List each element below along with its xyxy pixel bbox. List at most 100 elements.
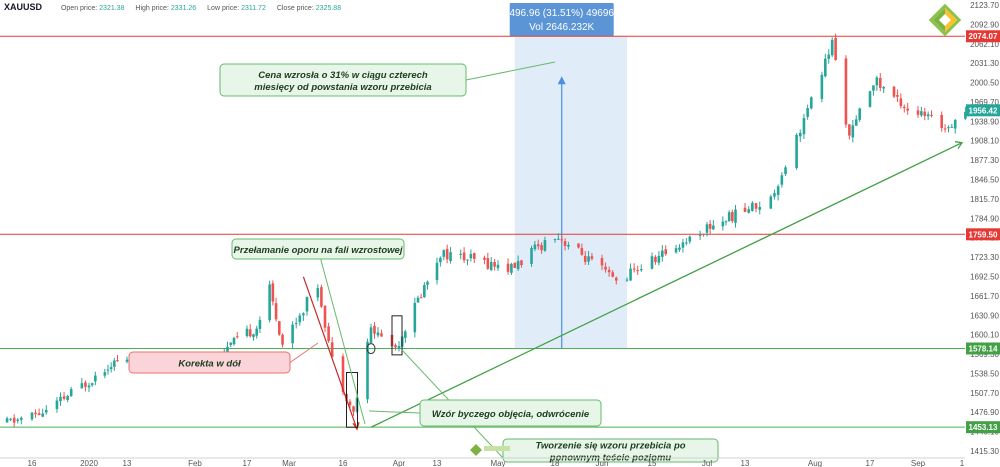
candle-body xyxy=(533,244,537,250)
candle-body xyxy=(920,111,923,116)
candle-body xyxy=(278,321,281,335)
candle-body xyxy=(688,236,692,242)
candle-body xyxy=(445,248,449,260)
candle-body xyxy=(302,313,305,316)
candle-body xyxy=(469,254,473,259)
candle-body xyxy=(636,270,640,272)
price-label-bg-1956.42 xyxy=(966,104,1000,117)
candle-body xyxy=(560,239,564,241)
annotation-engulfing-text-1: Wzór byczego objęcia, odwrócenie xyxy=(432,409,590,420)
price-label-1759.50: 1759.50 xyxy=(969,230,998,239)
candle-body xyxy=(583,255,587,262)
close-label: Close price: xyxy=(276,5,314,12)
candle-body xyxy=(536,244,540,247)
candle-body xyxy=(510,263,513,273)
candle-body xyxy=(37,413,41,416)
candle-body xyxy=(380,333,383,337)
annotation-breakout-retest-text-1: Tworzenie się wzoru przebicia po xyxy=(535,441,685,452)
support-trendline xyxy=(370,142,963,428)
y-tick-label: 1846.50 xyxy=(970,176,999,185)
x-tick-label: Apr xyxy=(393,459,406,467)
candle-body xyxy=(724,221,728,223)
x-tick-label: 1 xyxy=(960,459,965,467)
candle-body xyxy=(567,244,570,247)
candle-body xyxy=(9,418,12,420)
candle-body xyxy=(416,297,420,303)
candle-body xyxy=(281,334,284,345)
candle-body xyxy=(268,284,271,321)
candle-body xyxy=(109,367,113,370)
candle-body xyxy=(462,252,466,261)
candle-body xyxy=(229,342,233,345)
candle-body xyxy=(625,279,629,281)
y-tick-label: 1784.90 xyxy=(970,214,999,223)
candle-body xyxy=(802,117,806,135)
candle-body xyxy=(916,110,920,115)
candle-body xyxy=(423,285,426,298)
candle-body xyxy=(258,319,262,329)
candle-body xyxy=(294,323,298,325)
candle-body xyxy=(274,303,278,320)
x-tick-label: 13 xyxy=(741,459,750,467)
candle-body xyxy=(419,297,423,299)
candle-body xyxy=(712,225,715,230)
price-label-2074.07: 2074.07 xyxy=(969,32,998,41)
candle-body xyxy=(747,209,750,213)
candle-body xyxy=(466,259,469,261)
candle-body xyxy=(947,127,950,129)
candle-body xyxy=(899,98,903,107)
measure-label-line-1: 496.96 (31.51%) 49696 xyxy=(509,8,614,19)
candle-body xyxy=(376,332,380,336)
y-tick-label: 2092.90 xyxy=(970,20,999,29)
candle-body xyxy=(348,401,352,406)
candle-body xyxy=(698,234,702,236)
candle-body xyxy=(806,108,809,117)
y-tick-label: 1815.70 xyxy=(970,195,999,204)
annotation-resistance-break-text-1: Przełamanie oporu na fali wzrostowej xyxy=(234,245,403,256)
price-label-1453.13: 1453.13 xyxy=(969,423,998,432)
correction-arrow-head xyxy=(352,421,360,431)
candle-body xyxy=(650,256,654,269)
low-label: Low price: xyxy=(207,5,240,12)
plot-background xyxy=(0,0,965,458)
candle-body xyxy=(489,261,493,270)
candle-body xyxy=(580,248,584,255)
x-tick-label: Feb xyxy=(188,459,202,467)
x-tick-label: 16 xyxy=(28,459,37,467)
candle-body xyxy=(674,248,678,253)
candle-body xyxy=(734,209,737,223)
candle-body xyxy=(896,94,899,97)
candle-body xyxy=(681,242,685,248)
candle-body xyxy=(950,126,954,128)
measure-label-line-2: Vol 2646.232K xyxy=(529,22,594,33)
candle-body xyxy=(953,119,957,129)
price-label-bg-1578.14 xyxy=(966,342,1000,355)
candle-body xyxy=(245,328,249,337)
candle-body xyxy=(830,39,834,56)
y-tick-label: 1723.30 xyxy=(970,253,999,262)
candle-body xyxy=(125,359,129,362)
y-tick-label: 2031.30 xyxy=(970,59,999,68)
annotation-resistance-break-pointer xyxy=(317,248,366,425)
candle-body xyxy=(906,108,910,111)
x-tick-label: 13 xyxy=(433,459,442,467)
candle-body xyxy=(232,337,236,345)
watermark-diamond xyxy=(470,444,482,456)
candle-body xyxy=(708,223,712,229)
y-tick-label: 2062.10 xyxy=(970,40,999,49)
trendline-arrow-head xyxy=(954,141,964,150)
breakout-pattern-box xyxy=(391,315,403,356)
candle-body xyxy=(248,329,252,337)
candle-body xyxy=(810,97,813,109)
candle-body xyxy=(366,341,369,400)
annotation-correction-pointer xyxy=(289,342,319,363)
candle-body xyxy=(316,288,320,298)
candle-body xyxy=(751,202,754,211)
candle-body xyxy=(442,250,446,257)
x-tick-label: 15 xyxy=(648,459,657,467)
candle-body xyxy=(590,256,594,259)
candle-body xyxy=(930,115,933,117)
candle-body xyxy=(530,248,533,264)
candle-body xyxy=(84,382,87,387)
y-tick-label: 1877.30 xyxy=(970,156,999,165)
